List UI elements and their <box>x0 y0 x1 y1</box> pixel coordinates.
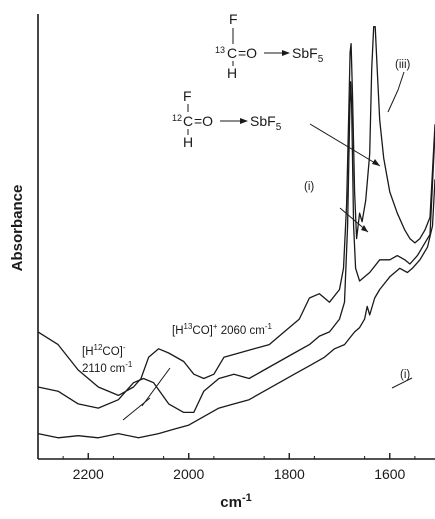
x-axis-title: cm-1 <box>220 492 251 511</box>
trace-upper <box>37 26 435 397</box>
arrow-h12co <box>122 397 151 421</box>
arrow-struct-12c <box>309 123 381 167</box>
trace-lower <box>37 179 435 439</box>
x-tick-label-2200: 2200 <box>73 466 104 482</box>
struct-13c-donor-arrowhead <box>282 50 290 56</box>
struct-12c-hydrogen: H <box>183 134 193 150</box>
struct-12c-carbonyl: =O <box>194 113 213 129</box>
structure-12c-formyl-fluoride-sbf5: F 12 C =O H SbF5 <box>172 88 282 150</box>
arrow-iii <box>397 71 405 91</box>
label-h12co: [H12CO]- <box>82 343 126 358</box>
struct-13c-carbon: C <box>227 45 237 61</box>
struct-12c-isotope: 12 <box>172 113 182 123</box>
label-iii: (iii) <box>395 59 410 71</box>
x-tick-label-1800: 1800 <box>274 466 305 482</box>
label-h12co-freq: 2110 cm-1 <box>82 360 133 375</box>
struct-12c-fluorine: F <box>183 88 192 104</box>
label-h13co: [H13CO]+ 2060 cm-1 <box>172 322 273 337</box>
spectrum-traces <box>37 26 435 439</box>
arrow-i-lower <box>391 377 413 389</box>
annotation-arrows <box>122 71 413 421</box>
x-tick-label-1600: 1600 <box>374 466 405 482</box>
struct-13c-acceptor: SbF5 <box>292 45 324 65</box>
structure-13c-formyl-fluoride-sbf5: F 13 C =O H SbF5 <box>215 11 324 81</box>
struct-13c-hydrogen: H <box>227 65 237 81</box>
struct-12c-carbon: C <box>183 113 193 129</box>
label-i-lower: (i) <box>400 369 410 381</box>
y-axis-title: Absorbance <box>9 185 26 272</box>
arrow-iii-tail <box>387 89 399 113</box>
arrowhead-i-upper <box>361 225 368 232</box>
x-ticks: 2200 2000 1800 1600 <box>62 453 416 482</box>
arrow-h13co <box>141 367 171 407</box>
struct-12c-donor-arrowhead <box>240 118 248 124</box>
struct-13c-fluorine: F <box>229 11 238 27</box>
arrowhead-struct-12c <box>372 159 380 166</box>
struct-13c-carbonyl: =O <box>238 45 257 61</box>
struct-12c-acceptor: SbF5 <box>250 113 282 133</box>
x-tick-label-2000: 2000 <box>173 466 204 482</box>
trace-middle <box>37 81 435 414</box>
struct-13c-isotope: 13 <box>215 45 225 55</box>
label-i-upper: (i) <box>304 181 314 193</box>
